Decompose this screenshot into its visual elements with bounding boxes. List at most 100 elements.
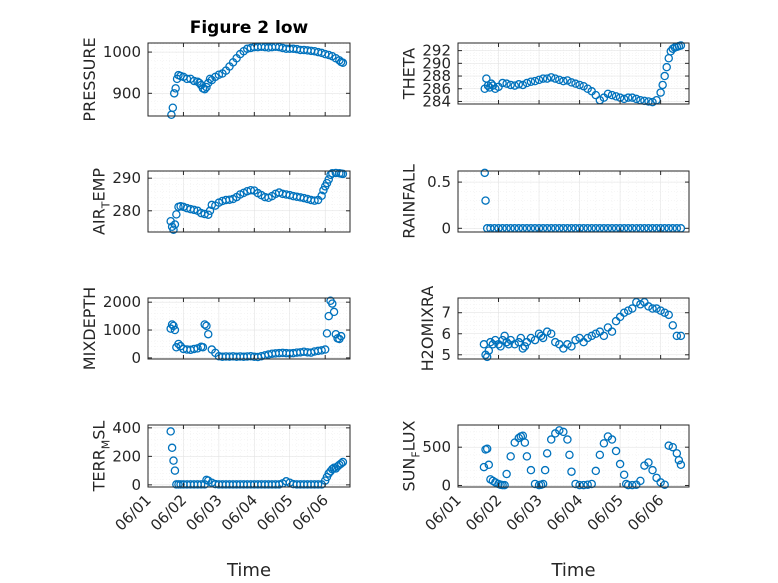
y-tick-label: 0	[131, 476, 141, 494]
data-point	[214, 70, 224, 80]
y-tick-label: 6	[441, 325, 451, 343]
data-point	[619, 470, 629, 480]
data-point	[648, 97, 657, 107]
data-point	[567, 467, 576, 476]
data-point	[170, 325, 180, 335]
data-point	[575, 480, 584, 490]
y-axis-label-part: SL	[89, 421, 108, 440]
data-point	[644, 458, 653, 467]
y-tick-label: 1000	[103, 321, 141, 339]
y-tick-label: 5	[441, 346, 451, 364]
y-tick-label: 280	[112, 202, 141, 220]
data-point	[510, 340, 519, 349]
x-tick-label: 06/04	[218, 491, 261, 534]
data-point	[486, 79, 496, 88]
data-point	[668, 442, 678, 452]
x-tick-label: 06/01	[422, 491, 465, 534]
data-point	[599, 439, 609, 448]
data-point	[319, 185, 328, 195]
data-point	[587, 331, 596, 341]
y-tick-label: 1000	[103, 43, 141, 61]
data-point	[479, 462, 489, 472]
y-tick-label: 0	[441, 219, 451, 237]
y-axis-label: THETA	[399, 48, 418, 100]
axes-frame	[457, 424, 690, 488]
y-tick-label: 290	[112, 169, 141, 187]
data-point	[320, 345, 330, 354]
data-point	[322, 329, 332, 338]
data-point	[310, 196, 319, 205]
data-point	[538, 333, 548, 343]
data-point	[636, 300, 645, 309]
data-point	[328, 299, 337, 308]
data-point	[338, 169, 348, 179]
data-point	[551, 337, 560, 347]
axes-frame	[147, 42, 351, 117]
axes-frame	[147, 297, 351, 360]
data-point	[540, 465, 550, 475]
data-point	[611, 446, 621, 456]
data-point	[246, 185, 256, 195]
data-point	[168, 103, 178, 113]
data-point	[628, 93, 637, 102]
y-tick-label: 290	[422, 54, 451, 72]
data-point	[520, 438, 530, 447]
data-point	[623, 306, 633, 315]
data-point	[518, 344, 528, 353]
data-point	[644, 302, 653, 311]
data-point	[530, 335, 540, 345]
data-point	[611, 92, 621, 101]
data-point	[500, 480, 509, 490]
data-point	[607, 435, 617, 444]
data-point	[516, 333, 526, 343]
axes-background	[457, 42, 690, 105]
data-point	[567, 78, 576, 87]
data-point	[504, 340, 513, 349]
data-point	[484, 460, 494, 470]
data-point	[506, 452, 515, 461]
data-point	[526, 77, 536, 87]
x-tick-label: 06/01	[112, 491, 155, 534]
data-point	[514, 80, 524, 89]
x-tick-label: 06/03	[503, 491, 546, 534]
data-point	[644, 97, 653, 106]
data-point	[542, 449, 552, 458]
data-point	[510, 81, 519, 90]
data-point	[205, 206, 215, 216]
data-point	[172, 210, 181, 219]
data-point	[480, 168, 489, 178]
data-point	[518, 80, 528, 90]
data-point	[542, 327, 552, 336]
data-point	[656, 306, 665, 315]
data-point	[591, 329, 601, 339]
data-point	[551, 74, 560, 83]
data-point	[324, 175, 333, 184]
data-point	[170, 220, 180, 229]
data-point	[628, 304, 637, 313]
y-axis-label-subscript: M	[99, 440, 112, 450]
data-point	[546, 73, 556, 82]
data-point	[534, 75, 544, 85]
data-point	[166, 324, 175, 333]
data-point	[203, 210, 213, 219]
data-point	[607, 90, 617, 100]
data-point	[575, 80, 584, 90]
data-point	[498, 78, 507, 88]
data-point	[668, 321, 678, 330]
data-point	[338, 457, 348, 467]
data-point	[538, 74, 548, 83]
data-point	[189, 76, 199, 86]
x-axis-label: Time	[226, 560, 271, 581]
data-point	[166, 427, 175, 436]
data-point	[636, 476, 645, 486]
y-axis-label: MIXDEPTH	[80, 287, 99, 370]
data-point	[324, 50, 333, 60]
y-tick-label: 292	[422, 42, 451, 60]
y-tick-label: 0	[131, 349, 141, 367]
y-tick-label: 400	[112, 419, 141, 437]
data-point	[338, 58, 348, 68]
data-point	[623, 93, 633, 102]
